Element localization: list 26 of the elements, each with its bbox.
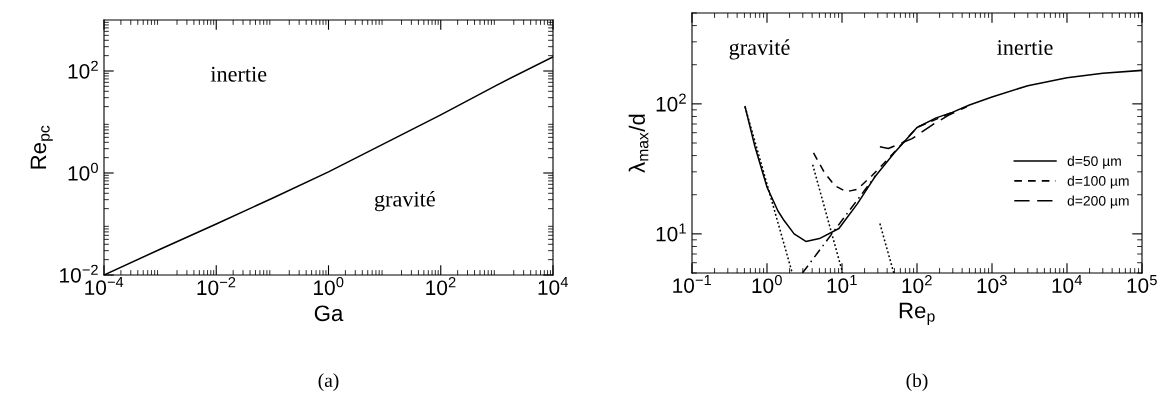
annotation: gravité: [729, 39, 790, 60]
annotation: gravité: [374, 190, 435, 212]
x-tick-label: 10$^{−2}$: [197, 277, 236, 296]
x-tick-label: 10$^{4}$: [1052, 275, 1083, 293]
x-axis-title: Ga: [314, 305, 344, 322]
x-tick-label: 10$^{0}$: [752, 275, 782, 294]
legend-label: d=200 µm: [1067, 195, 1129, 209]
legend-label: d=100 µm: [1067, 175, 1129, 189]
x-tick-label: 10$^{5}$: [1127, 275, 1157, 293]
x-tick-label: 10$^{2}$: [902, 275, 932, 294]
y-axis-title: Re$_{pc}$: [30, 125, 53, 169]
text: (b): [906, 373, 928, 392]
x-tick-label: 10$^{−1}$: [673, 275, 711, 293]
y-tick-label: 10$^{0}$: [68, 162, 98, 181]
x-tick-label: 10$^{4}$: [538, 277, 569, 295]
annotation: inertie: [997, 40, 1053, 55]
x-tick-label: 10$^{0}$: [314, 277, 344, 296]
x-axis-title: Re$_{p}$: [899, 302, 935, 325]
annotation: inertie: [210, 66, 267, 82]
y-tick-label: 10$^{2}$: [68, 60, 98, 79]
x-tick-label: 10$^{3}$: [977, 275, 1007, 294]
y-axis-title: λ$_{max}$/d: [628, 114, 649, 173]
text: (a): [318, 373, 339, 391]
x-tick-label: 10$^{1}$: [827, 275, 857, 293]
legend-label: d=50 µm: [1067, 155, 1121, 169]
x-tick-label: 10$^{2}$: [426, 277, 456, 296]
